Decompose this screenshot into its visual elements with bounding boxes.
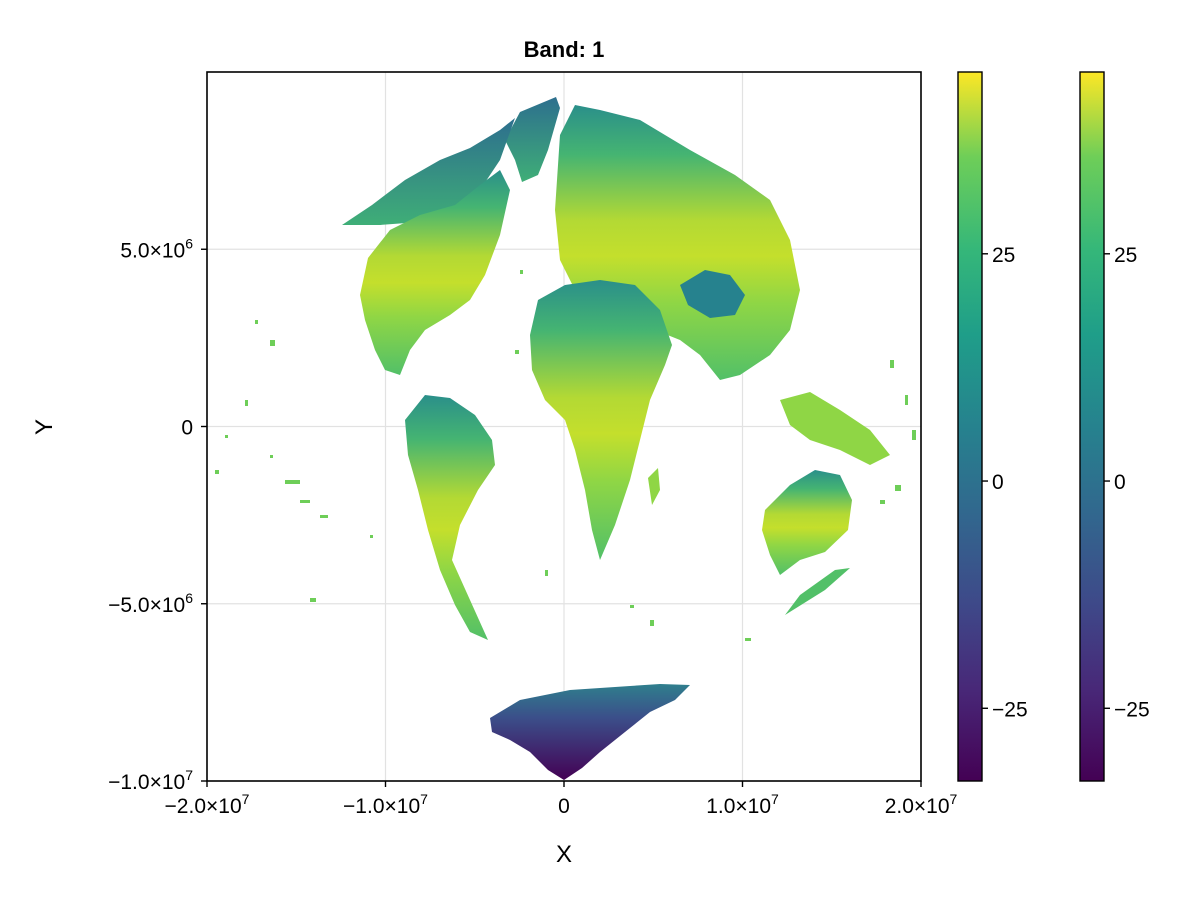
land-raster [215, 97, 916, 780]
antarctica [490, 684, 690, 780]
x-tick-label: 2.0×107 [885, 791, 958, 818]
colorbar-tick-label: 0 [992, 471, 1004, 494]
new-zealand [785, 568, 850, 615]
chart-title: Band: 1 [524, 37, 605, 62]
x-tick-label: 0 [558, 795, 570, 818]
tibetan-plateau [680, 270, 745, 318]
x-tick-label: −2.0×107 [165, 791, 250, 818]
y-axis: 5.0×106 0 −5.0×106 −1.0×107 [108, 235, 207, 794]
colorbar-gradient [1079, 71, 1105, 782]
x-axis: −2.0×107 −1.0×107 0 1.0×107 2.0×107 [165, 781, 958, 818]
colorbar-tick-label: 25 [992, 244, 1015, 267]
colorbar-tick-label: 25 [1114, 244, 1137, 267]
x-axis-label: X [556, 841, 572, 868]
africa [530, 280, 672, 560]
north-america-arctic [342, 118, 515, 225]
x-tick-label: 1.0×107 [706, 791, 779, 818]
y-axis-label: Y [31, 419, 58, 435]
y-tick-label: 5.0×106 [120, 235, 193, 262]
colorbars: 25 0 −25 25 0 −25 [957, 71, 1150, 782]
colorbar-tick-label: −25 [992, 698, 1028, 721]
x-tick-label: −1.0×107 [343, 791, 428, 818]
se-asia-islands [780, 392, 890, 465]
madagascar [648, 468, 660, 505]
eurasia [555, 105, 800, 380]
pacific-islands [215, 270, 916, 641]
north-america [360, 170, 510, 375]
colorbar-tick-label: −25 [1114, 698, 1150, 721]
y-tick-label: 0 [181, 417, 193, 440]
australia [762, 470, 852, 575]
colorbar-gradient [957, 71, 983, 782]
colorbar-2: 25 0 −25 [1079, 71, 1150, 782]
colorbar-1: 25 0 −25 [957, 71, 1028, 782]
south-america [405, 395, 495, 640]
greenland-lobe [505, 97, 560, 182]
y-tick-label: −5.0×106 [108, 590, 193, 617]
colorbar-tick-label: 0 [1114, 471, 1126, 494]
y-tick-label: −1.0×107 [108, 767, 193, 794]
